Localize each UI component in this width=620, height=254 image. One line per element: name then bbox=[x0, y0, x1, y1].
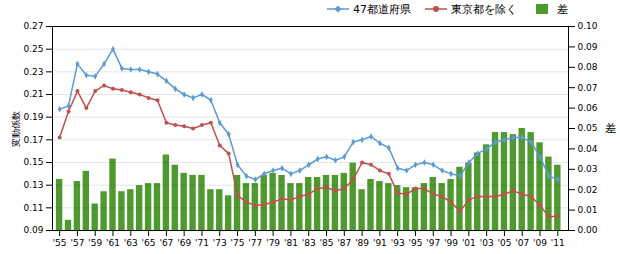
svg-text:'91: '91 bbox=[373, 238, 387, 248]
html-text:47都道府県: 47都道府県 bbox=[353, 2, 411, 16]
svg-text:'65: '65 bbox=[142, 238, 156, 248]
svg-text:'69: '69 bbox=[177, 238, 191, 248]
svg-text:'11: '11 bbox=[551, 238, 565, 248]
svg-text:0.10: 0.10 bbox=[578, 21, 598, 31]
svg-text:差: 差 bbox=[605, 122, 616, 135]
svg-text:'67: '67 bbox=[159, 238, 173, 248]
svg-text:0.04: 0.04 bbox=[578, 144, 598, 154]
svg-text:0.00: 0.00 bbox=[578, 225, 598, 235]
svg-text:'87: '87 bbox=[337, 238, 351, 248]
svg-text:0.06: 0.06 bbox=[578, 103, 598, 113]
svg-text:0.09: 0.09 bbox=[23, 225, 43, 235]
svg-text:0.03: 0.03 bbox=[578, 164, 598, 174]
svg-text:'75: '75 bbox=[231, 238, 245, 248]
svg-text:'63: '63 bbox=[124, 238, 138, 248]
svg-text:'73: '73 bbox=[213, 238, 227, 248]
svg-text:'95: '95 bbox=[409, 238, 423, 248]
svg-text:0.13: 0.13 bbox=[23, 180, 43, 190]
svg-text:0.11: 0.11 bbox=[23, 203, 43, 213]
svg-text:'09: '09 bbox=[533, 238, 547, 248]
svg-text:'85: '85 bbox=[320, 238, 334, 248]
svg-text:0.23: 0.23 bbox=[23, 67, 43, 77]
svg-text:'77: '77 bbox=[248, 238, 262, 248]
svg-text:'79: '79 bbox=[266, 238, 280, 248]
svg-text:'97: '97 bbox=[426, 238, 440, 248]
svg-text:'89: '89 bbox=[355, 238, 369, 248]
svg-text:0.21: 0.21 bbox=[23, 89, 43, 99]
svg-text:'81: '81 bbox=[284, 238, 298, 248]
svg-text:'01: '01 bbox=[462, 238, 476, 248]
html-text:差: 差 bbox=[557, 2, 568, 16]
svg-text:変動係数: 変動係数 bbox=[11, 111, 21, 147]
svg-text:'03: '03 bbox=[480, 238, 494, 248]
svg-text:'93: '93 bbox=[391, 238, 405, 248]
svg-text:'99: '99 bbox=[444, 238, 458, 248]
svg-text:'71: '71 bbox=[195, 238, 209, 248]
svg-text:0.17: 0.17 bbox=[23, 135, 43, 145]
svg-text:'05: '05 bbox=[497, 238, 511, 248]
svg-text:'07: '07 bbox=[515, 238, 529, 248]
svg-text:0.19: 0.19 bbox=[23, 112, 43, 122]
svg-text:0.05: 0.05 bbox=[578, 123, 598, 133]
svg-text:0.02: 0.02 bbox=[578, 185, 598, 195]
svg-text:0.07: 0.07 bbox=[578, 83, 598, 93]
svg-text:0.01: 0.01 bbox=[578, 205, 598, 215]
svg-text:0.27: 0.27 bbox=[23, 21, 43, 31]
svg-text:'57: '57 bbox=[70, 238, 84, 248]
svg-text:'55: '55 bbox=[53, 238, 67, 248]
svg-text:'59: '59 bbox=[88, 238, 102, 248]
svg-text:0.15: 0.15 bbox=[23, 157, 43, 167]
svg-text:0.25: 0.25 bbox=[23, 44, 43, 54]
html-text:東京都を除く: 東京都を除く bbox=[451, 2, 517, 16]
svg-text:0.08: 0.08 bbox=[578, 62, 598, 72]
svg-text:'61: '61 bbox=[106, 238, 120, 248]
svg-text:'83: '83 bbox=[302, 238, 316, 248]
svg-text:0.09: 0.09 bbox=[578, 42, 598, 52]
